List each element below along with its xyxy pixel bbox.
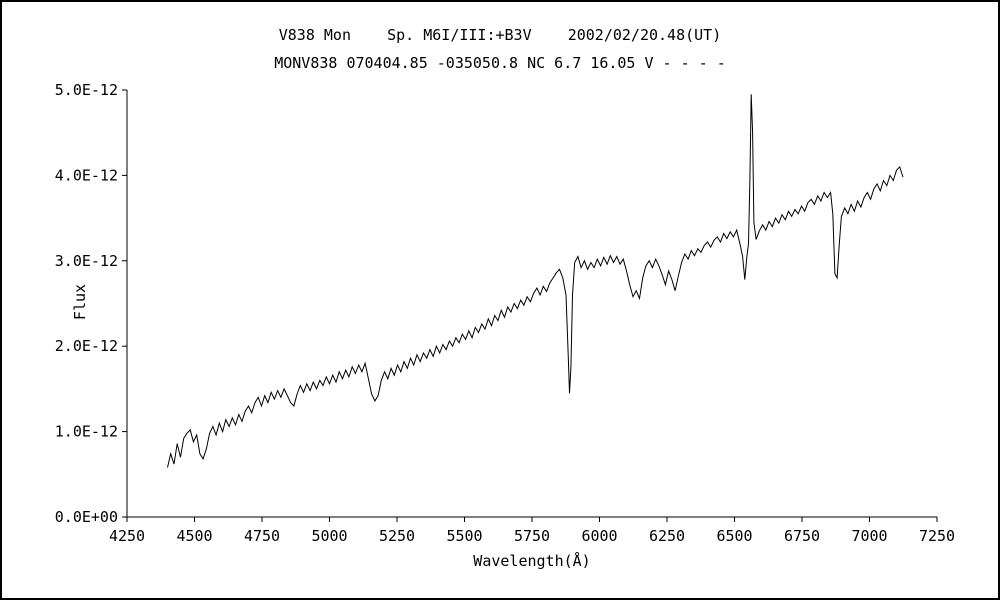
x-tick-label: 5750 <box>514 527 550 545</box>
y-axis-label: Flux <box>71 283 89 321</box>
x-tick-label: 5000 <box>311 527 347 545</box>
x-tick-label: 4750 <box>244 527 280 545</box>
y-tick-label: 2.0E-12 <box>55 337 118 355</box>
x-tick-label: 6750 <box>784 527 820 545</box>
chart-subtitle: MONV838 070404.85 -035050.8 NC 6.7 16.05… <box>274 54 726 72</box>
x-tick-label: 7250 <box>919 527 955 545</box>
axes <box>126 90 937 518</box>
y-tick-label: 1.0E-12 <box>55 423 118 441</box>
x-tick-label: 4500 <box>176 527 212 545</box>
x-tick-label: 4250 <box>109 527 145 545</box>
x-axis-ticks: 4250 4500 4750 5000 5250 5500 5750 6000 6250 6500… <box>109 517 955 545</box>
x-tick-label: 6000 <box>581 527 617 545</box>
x-tick-label: 6500 <box>716 527 752 545</box>
x-tick-label: 7000 <box>851 527 887 545</box>
y-tick-label: 4.0E-12 <box>55 166 118 184</box>
y-tick-label: 5.0E-12 <box>55 81 118 99</box>
chart-title: V838 Mon Sp. M6I/III:+B3V 2002/02/20.48(… <box>278 26 722 44</box>
x-tick-label: 6250 <box>649 527 685 545</box>
y-tick-label: 3.0E-12 <box>55 252 118 270</box>
x-tick-label: 5500 <box>446 527 482 545</box>
spectrum-series <box>167 94 904 468</box>
spectrum-line <box>167 94 904 468</box>
x-tick-label: 5250 <box>379 527 415 545</box>
y-tick-label: 0.0E+00 <box>55 508 118 526</box>
y-axis-ticks: 0.0E+00 1.0E-12 2.0E-12 3.0E-12 4.0E-12 5.0E-… <box>55 81 127 526</box>
x-axis-label: Wavelength(Å) <box>473 552 591 570</box>
